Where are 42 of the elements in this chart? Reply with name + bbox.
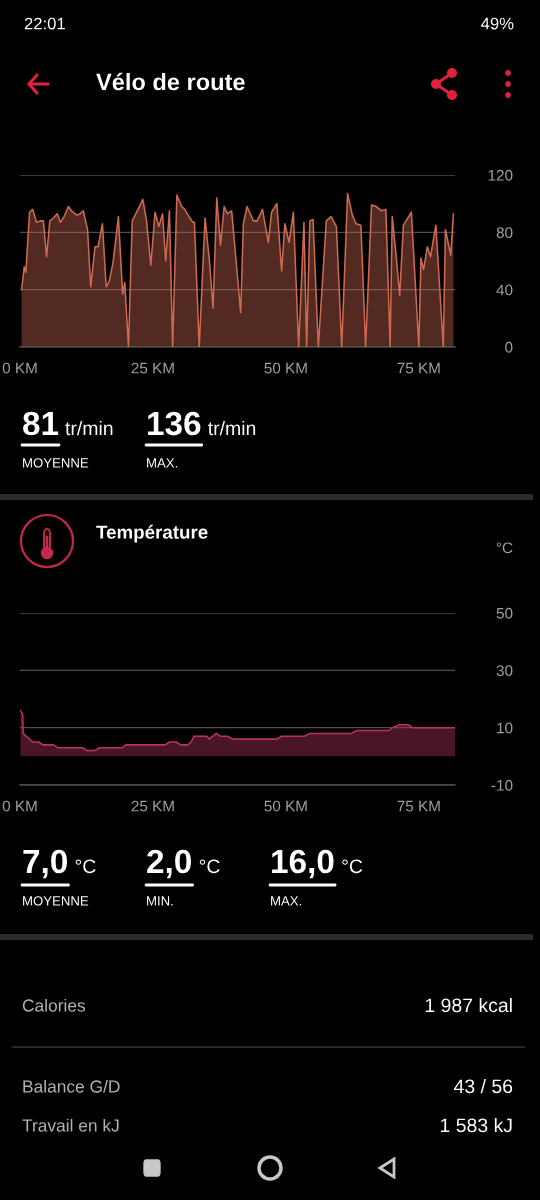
text: 16,0 <box>272 849 334 879</box>
text: 81 <box>23 411 59 436</box>
text: tr/min <box>65 420 113 436</box>
text: 1 987 kcal <box>425 997 512 1013</box>
text: 7,0 <box>23 849 67 879</box>
x-tick-label: 75 KM <box>397 800 440 812</box>
x-tick-label: 25 KM <box>131 800 174 812</box>
text: Travail en kJ <box>22 1118 119 1132</box>
text: MIN. <box>147 896 173 906</box>
y-tick-label: 50 <box>496 607 513 619</box>
text: 2,0 <box>147 849 191 879</box>
text: tr/min <box>208 420 256 436</box>
x-tick-label: 75 KM <box>397 362 440 374</box>
text: 49% <box>481 17 514 30</box>
y-tick-label: -10 <box>491 779 513 791</box>
y-tick-label: 120 <box>488 169 513 181</box>
text: MAX. <box>271 896 302 906</box>
text: 43 / 56 <box>453 1078 513 1094</box>
y-tick-label: 10 <box>497 722 513 734</box>
text: Vélo de route <box>96 72 245 91</box>
y-tick-label: 0 <box>505 341 513 353</box>
y-axis-title: °C <box>496 542 513 554</box>
x-tick-label: 0 KM <box>2 362 37 374</box>
x-tick-label: 0 KM <box>2 800 37 812</box>
y-tick-label: 30 <box>496 665 513 677</box>
text: Calories <box>22 998 86 1012</box>
x-tick-label: 50 KM <box>264 800 307 812</box>
text: Balance G/D <box>23 1079 120 1093</box>
x-tick-label: 25 KM <box>131 362 174 374</box>
text: °C <box>75 859 96 874</box>
text: 22:01 <box>24 17 65 30</box>
text: MOYENNE <box>23 458 89 468</box>
text: °C <box>342 859 363 874</box>
chart-title: Température <box>96 524 208 543</box>
text: 136 <box>148 411 201 436</box>
y-tick-label: 40 <box>496 284 513 296</box>
text: °C <box>199 859 220 874</box>
x-tick-label: 50 KM <box>264 362 307 374</box>
text: 1 583 kJ <box>440 1117 512 1133</box>
y-tick-label: 80 <box>496 227 513 239</box>
text: MOYENNE <box>23 896 89 906</box>
text: MAX. <box>147 458 178 468</box>
